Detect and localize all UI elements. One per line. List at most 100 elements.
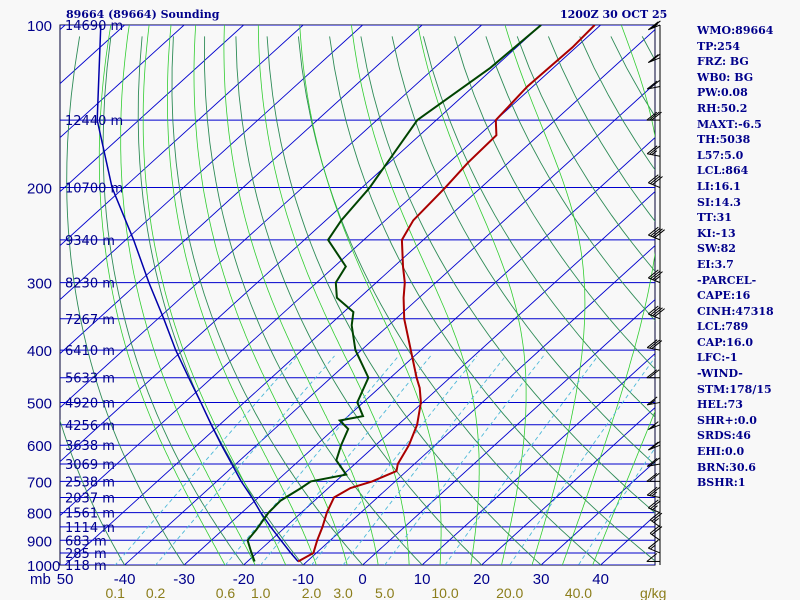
moist-adiabat	[561, 25, 655, 565]
wind-barb	[648, 174, 663, 189]
wind-barb-flag	[652, 505, 658, 510]
wind-barb-staff	[648, 313, 661, 320]
height-label: 285 m	[65, 547, 107, 562]
wind-barb-flag	[652, 307, 663, 317]
height-label: 12440 m	[65, 114, 123, 129]
wind-barb-flag	[648, 269, 659, 279]
wind-barb-staff	[648, 444, 661, 451]
isotherm-line	[183, 137, 655, 565]
height-label: 683 m	[65, 534, 107, 549]
wind-barb	[648, 53, 661, 64]
wind-barb-flag	[650, 20, 661, 30]
moist-adiabat	[167, 25, 317, 565]
wind-barb-flag	[650, 306, 661, 316]
isotherm-line	[481, 407, 655, 565]
index-item: CAPE:16	[697, 289, 751, 303]
index-item: WMO:89664	[697, 24, 774, 37]
height-label: 7267 m	[65, 313, 115, 328]
wind-barb-flag	[651, 150, 658, 156]
wind-barb-flag	[648, 539, 659, 549]
wind-barb-flag	[652, 176, 663, 185]
wind-barb-flag	[648, 441, 659, 451]
dry-adiabat	[360, 36, 655, 514]
pressure-tick-label: 600	[27, 438, 52, 455]
index-item: PW:0.08	[697, 86, 748, 100]
wind-barb-flag	[650, 227, 661, 237]
wind-barb	[646, 553, 660, 562]
wind-barb-staff	[649, 519, 661, 528]
temperature-tick-label: -40	[114, 571, 136, 588]
wind-barb-flag	[646, 80, 658, 90]
dry-adiabat	[516, 36, 655, 272]
wind-barb-flag	[650, 175, 661, 185]
pressure-tick-label: 400	[27, 343, 52, 360]
dry-adiabat	[66, 36, 185, 565]
wind-barb-flag	[648, 174, 659, 184]
wind-barb-flag	[648, 305, 659, 315]
isotherm-line	[421, 353, 655, 565]
wind-barb-flag	[649, 457, 660, 467]
temperature-tick-label: -30	[173, 571, 195, 588]
wind-barb-staff	[647, 347, 661, 351]
isotherm-line	[124, 83, 655, 565]
index-item: HEL:73	[697, 398, 743, 412]
index-item: KI:-13	[697, 226, 736, 240]
dry-adiabat	[485, 36, 655, 322]
index-item: L57:5.0	[697, 148, 744, 162]
height-label: 5633 m	[65, 372, 115, 387]
wind-barb-flag	[649, 511, 661, 521]
wind-barb-flag	[650, 270, 661, 280]
wind-barb	[648, 539, 661, 554]
index-item: MAXT:-6.5	[697, 117, 762, 131]
wind-barb-flag	[650, 424, 656, 430]
wind-barb	[648, 499, 661, 514]
height-label: 1114 m	[65, 521, 115, 536]
wind-barb-flag	[646, 472, 658, 482]
height-label: 14690 m	[65, 19, 123, 34]
wind-barb	[646, 457, 661, 467]
height-label: 4256 m	[65, 419, 115, 434]
height-label: 2538 m	[65, 475, 115, 490]
mixing-ratio-line	[310, 355, 478, 565]
pressure-tick-label: 900	[27, 533, 52, 550]
index-item: EHI:0.0	[697, 445, 745, 459]
valid-time: 1200Z 30 OCT 25	[560, 8, 668, 21]
isotherm-line	[302, 245, 655, 565]
pressure-tick-label: 700	[27, 474, 52, 491]
wind-barb-staff	[647, 153, 661, 157]
wind-barb-flag	[649, 487, 660, 496]
wind-barb-flag	[648, 21, 659, 31]
height-label: 4920 m	[65, 396, 115, 411]
isotherm-line	[60, 25, 423, 355]
wind-barb-flag	[648, 111, 660, 121]
index-item: LCL:864	[697, 164, 749, 178]
isotherm-line	[64, 29, 655, 565]
wind-barb	[648, 421, 661, 431]
wind-barb-flag	[648, 499, 659, 509]
dewpoint-trace	[246, 25, 542, 562]
index-item: TH:5038	[697, 133, 751, 147]
wind-barb-flag	[649, 145, 660, 155]
temperature-tick-label: 10	[414, 571, 431, 588]
index-item: RH:50.2	[697, 101, 748, 115]
index-item: BSHR:1	[697, 476, 746, 490]
moist-adiabat	[223, 25, 379, 565]
moist-adiabat	[592, 410, 655, 565]
wind-barb	[646, 486, 661, 499]
mixing-ratio-label: 20.0	[496, 585, 523, 600]
wind-barb	[646, 472, 660, 482]
temperature-tick-label: -10	[292, 571, 314, 588]
temperature-tick-label: 0	[358, 571, 366, 588]
wind-barb	[646, 339, 663, 351]
moist-adiabat	[257, 25, 410, 565]
wind-barb-staff	[648, 277, 661, 284]
stability-indices-panel: WMO:89664 TP:254 FRZ: BG WB0: BG PW:0.08 RH:5…	[697, 23, 774, 491]
height-label: 118 m	[65, 559, 107, 574]
index-item: FRZ: BG	[697, 55, 749, 69]
wind-barb-flag	[652, 271, 663, 280]
isotherm-line	[362, 299, 655, 565]
wind-barb-staff	[648, 424, 661, 431]
wind-barb	[649, 524, 663, 541]
height-label: 3069 m	[65, 458, 115, 473]
